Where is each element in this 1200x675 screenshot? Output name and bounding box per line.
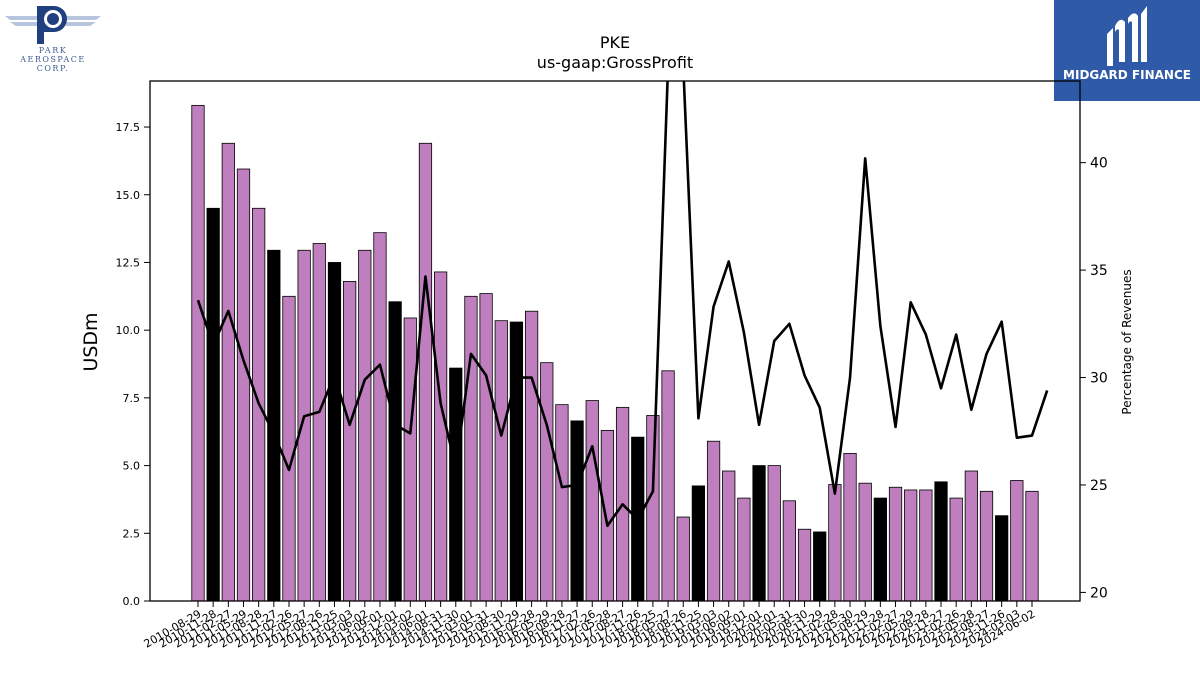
quarterly-bar <box>418 142 433 602</box>
y-tick-label: 2.5 <box>123 527 141 540</box>
quarterly-bar <box>888 486 903 602</box>
annual-bar <box>388 301 402 602</box>
plot-frame <box>149 80 1081 602</box>
quarterly-bar <box>964 470 978 602</box>
quarterly-bar <box>949 497 963 602</box>
y-axis-label: USDm <box>80 312 102 371</box>
percentage-line-series <box>196 81 1049 528</box>
midgard-mark-icon <box>1107 6 1147 66</box>
y-tick-label: 17.5 <box>116 121 141 134</box>
quarterly-bar <box>282 295 296 602</box>
quarterly-bar <box>585 400 599 602</box>
quarterly-bar <box>797 528 812 602</box>
annual-bar <box>813 531 827 602</box>
y2-tick-label: 30 <box>1090 371 1108 387</box>
y2-axis-label: Percentage of Revenues <box>1120 269 1134 414</box>
quarterly-bar <box>221 142 235 602</box>
y2-tick-label: 35 <box>1090 263 1108 279</box>
quarterly-bar <box>767 465 781 602</box>
park-aerospace-logo: PARK AEROSPACE CORP. <box>0 0 110 80</box>
annual-bar <box>449 367 463 602</box>
annual-bar <box>327 262 342 602</box>
quarterly-bar <box>858 482 872 602</box>
quarterly-bar <box>737 497 751 602</box>
quarterly-bar <box>403 317 417 602</box>
chart-title: PKE <box>600 33 630 52</box>
y-tick-label: 0.0 <box>123 595 141 608</box>
quarterly-bar <box>722 470 736 602</box>
quarterly-bar <box>600 429 615 602</box>
logo-text-line-3: CORP. <box>36 64 70 73</box>
quarterly-bar <box>540 362 554 602</box>
quarterly-bar <box>464 295 478 602</box>
annual-bar <box>206 207 220 602</box>
quarterly-bar <box>297 249 311 602</box>
annual-bar <box>934 481 948 602</box>
quarterly-bar <box>236 168 251 602</box>
quarterly-bar <box>312 243 326 602</box>
park-aerospace-mark-icon <box>5 6 101 44</box>
quarterly-bar <box>828 484 842 602</box>
quarterly-bar <box>919 489 933 602</box>
midgard-finance-name: MIDGARD FINANCE <box>1063 68 1191 82</box>
quarterly-bar <box>191 104 205 602</box>
quarterly-bar <box>494 320 508 602</box>
quarterly-bar <box>706 440 721 602</box>
quarterly-bar <box>555 404 569 602</box>
quarterly-bar <box>433 271 448 602</box>
quarterly-bar <box>524 310 539 602</box>
quarterly-bar <box>676 516 690 602</box>
quarterly-bar <box>358 249 372 602</box>
quarterly-bar <box>1025 490 1039 602</box>
quarterly-bar <box>373 232 387 602</box>
chart-subtitle: us-gaap:GrossProfit <box>537 53 693 72</box>
annual-bar <box>873 497 887 602</box>
quarterly-bar <box>343 281 357 602</box>
quarterly-bar <box>979 490 994 602</box>
y2-tick-label: 40 <box>1090 156 1108 172</box>
y-tick-label: 10.0 <box>116 324 141 337</box>
percentage-line <box>196 81 1049 528</box>
y2-tick-label: 25 <box>1090 478 1108 494</box>
y-tick-label: 12.5 <box>116 256 141 269</box>
logo-text-line-2: AEROSPACE <box>20 55 86 64</box>
quarterly-bar <box>661 370 675 602</box>
y-tick-label: 5.0 <box>123 460 141 473</box>
annual-bar <box>570 420 584 602</box>
y-tick-label: 15.0 <box>116 189 141 202</box>
annual-bar <box>691 485 706 602</box>
quarterly-bar <box>904 489 918 602</box>
logo-text-line-1: PARK <box>38 46 68 55</box>
quarterly-bar <box>843 452 857 602</box>
annual-bar <box>509 321 524 602</box>
midgard-finance-logo: MIDGARD FINANCE <box>1054 0 1200 101</box>
y2-tick-label: 20 <box>1090 585 1108 601</box>
y-tick-label: 7.5 <box>123 392 141 405</box>
annual-bar <box>995 515 1009 602</box>
quarterly-bar <box>782 500 796 602</box>
quarterly-bar <box>1010 480 1024 602</box>
axes: 0.02.55.07.510.012.515.017.5202530354020… <box>116 80 1108 651</box>
annual-bar <box>752 465 766 602</box>
bar-series <box>191 104 1039 602</box>
quarterly-bar <box>479 293 493 602</box>
quarterly-bar <box>646 415 660 602</box>
